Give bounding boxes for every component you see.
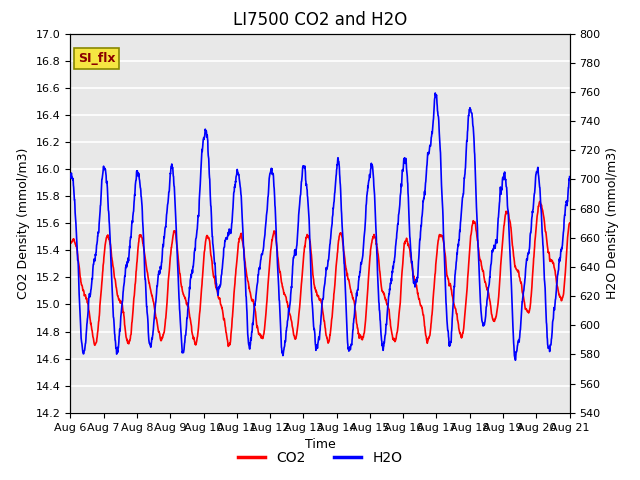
Y-axis label: H2O Density (mmol/m3): H2O Density (mmol/m3) [606, 147, 619, 299]
Legend: CO2, H2O: CO2, H2O [232, 445, 408, 471]
X-axis label: Time: Time [305, 438, 335, 451]
Title: LI7500 CO2 and H2O: LI7500 CO2 and H2O [233, 11, 407, 29]
Y-axis label: CO2 Density (mmol/m3): CO2 Density (mmol/m3) [17, 147, 30, 299]
Text: SI_flx: SI_flx [78, 52, 115, 65]
